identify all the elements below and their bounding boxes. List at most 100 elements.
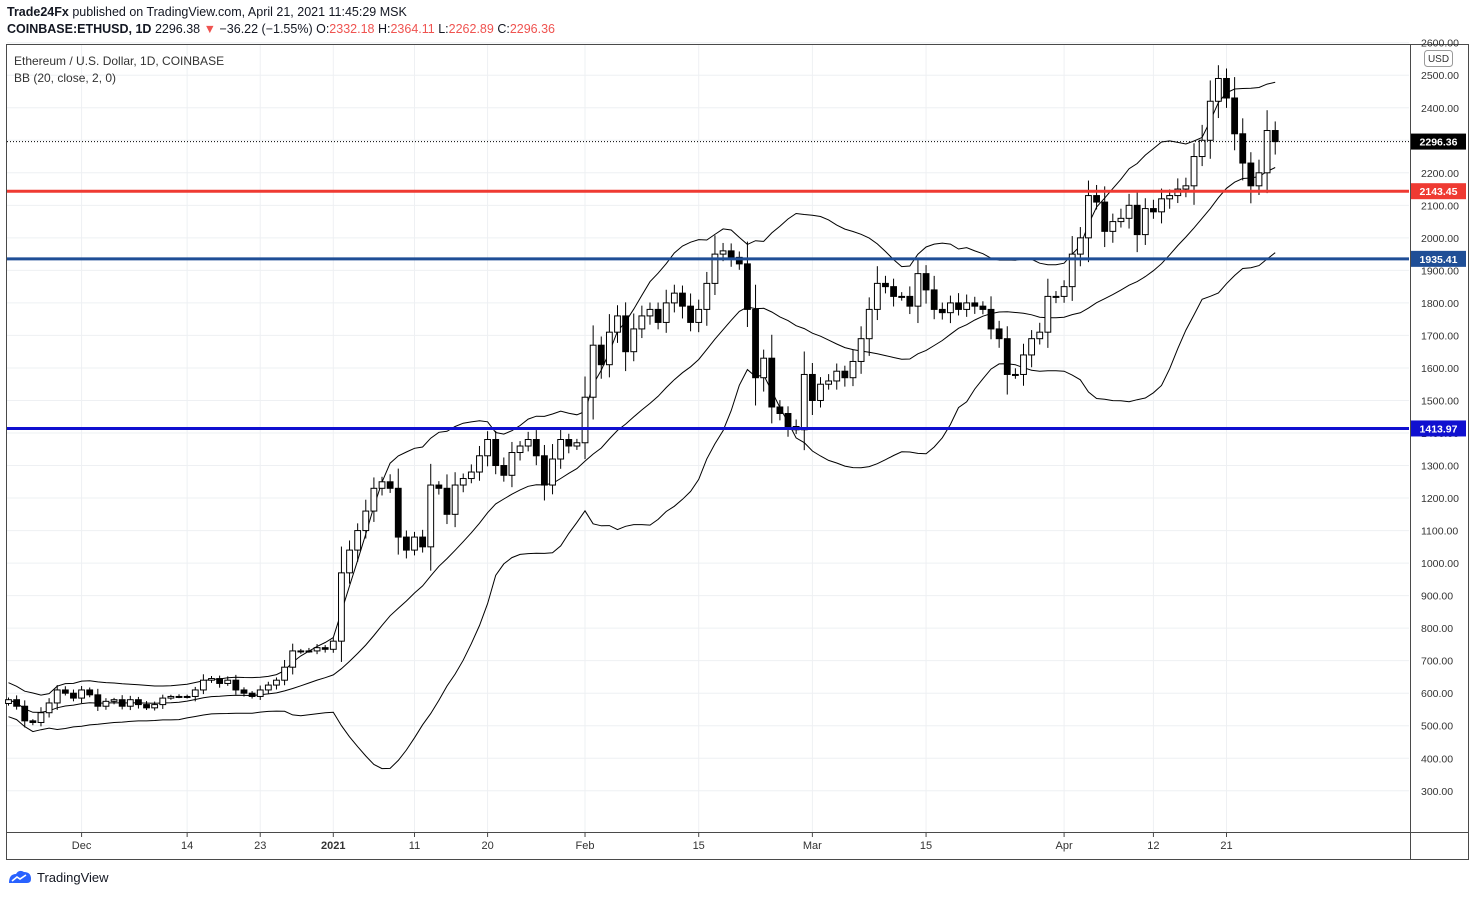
horizontal-levels[interactable] (7, 141, 1409, 430)
candle-body (898, 295, 906, 298)
grid (7, 42, 1409, 832)
candle-body (86, 689, 94, 696)
bb-lower-line (8, 252, 1276, 770)
candle-body (1239, 133, 1247, 164)
time-tick-label: 11 (409, 840, 420, 852)
candle-body (305, 650, 313, 653)
candle-body (776, 406, 784, 414)
candle-body (1231, 97, 1239, 135)
last-price-label: 2296.36 (1420, 137, 1458, 149)
price-axis[interactable]: 300.00 400.00 500.00 600.00 700.00 800.00 900.… (1421, 38, 1459, 798)
candle-body (890, 286, 897, 297)
candle-body (679, 292, 686, 307)
symbol-label[interactable]: COINBASE:ETHUSD, 1D (7, 22, 152, 36)
close-label: C: (497, 22, 510, 36)
candle-body (224, 679, 232, 684)
candle-body (492, 439, 500, 467)
candle-body (102, 700, 110, 707)
candles[interactable] (5, 65, 1279, 728)
price-tick-label: 1900.00 (1421, 265, 1459, 277)
candle-body (386, 481, 394, 489)
price-tick-label: 2000.00 (1421, 233, 1459, 245)
candle-body (1093, 195, 1100, 203)
candle-body (882, 282, 889, 288)
candle-body (987, 308, 995, 330)
level-1414-label: 1413.97 (1420, 423, 1458, 435)
candle-body (508, 452, 516, 476)
candle-body (1214, 77, 1222, 102)
candle-body (1044, 295, 1052, 333)
candle-body (930, 289, 938, 310)
candle-body (1255, 172, 1263, 187)
candle-body (175, 695, 183, 698)
candle-body (1028, 338, 1036, 356)
candle-body (151, 704, 159, 709)
candle-body (841, 370, 849, 379)
level-1935-label: 1935.41 (1420, 254, 1458, 266)
candle-body (784, 412, 792, 427)
price-tick-label: 2200.00 (1421, 168, 1459, 180)
published-text: published on TradingView.com, April 21, … (72, 5, 407, 19)
candle-body (589, 344, 597, 398)
candle-body (833, 370, 841, 382)
candle-body (597, 344, 605, 366)
candle-body (760, 357, 768, 379)
candle-body (1271, 130, 1279, 143)
candle-body (29, 720, 37, 723)
open-label: O: (316, 22, 330, 36)
candle-body (1247, 162, 1255, 187)
high-value: 2364.11 (390, 22, 435, 36)
open-value: 2332.18 (329, 22, 375, 36)
candle-body (208, 678, 215, 681)
candle-body (1052, 295, 1060, 298)
candle-body (1101, 201, 1109, 232)
candle-body (435, 484, 443, 489)
low-value: 2262.89 (448, 22, 494, 36)
candle-body (240, 689, 248, 694)
candle-body (248, 692, 256, 697)
candle-body (232, 679, 240, 691)
candle-body (167, 695, 175, 699)
time-tick-label: 15 (693, 840, 705, 852)
candle-body (817, 383, 824, 401)
candle-body (1158, 198, 1165, 213)
candle-body (922, 273, 930, 291)
price-tick-label: 600.00 (1421, 688, 1453, 700)
time-tick-label: 20 (481, 840, 493, 852)
legend-indicator: BB (20, close, 2, 0) (14, 71, 116, 85)
candle-body (727, 250, 735, 258)
candle-body (338, 572, 345, 642)
candle-body (37, 712, 45, 723)
price-labels: 2143.45 1935.41 1413.97 2296.36 (1411, 133, 1466, 437)
tradingview-logo-icon (9, 870, 31, 883)
candle-body (1085, 195, 1092, 239)
time-tick-label: Feb (576, 840, 595, 852)
candle-body (1011, 373, 1019, 376)
candle-body (549, 458, 556, 486)
price-tick-label: 1200.00 (1421, 493, 1459, 505)
candle-body (516, 445, 524, 454)
candle-body (914, 273, 922, 307)
currency-badge[interactable] (1424, 50, 1453, 67)
time-axis[interactable]: Dec 14 23 2021 11 20 Feb 15 Mar 15 Apr 12 21 (72, 833, 1233, 852)
candle-body (143, 704, 150, 709)
candle-body (565, 439, 573, 447)
time-tick-label: Apr (1056, 840, 1073, 852)
footer-brand[interactable]: TradingView (7, 869, 109, 885)
candle-body (979, 305, 987, 310)
candle-body (354, 530, 362, 551)
candle-body (459, 478, 467, 486)
candle-body (159, 697, 167, 706)
candle-body (378, 481, 386, 489)
time-tick-label: Mar (803, 840, 822, 852)
candle-body (1117, 217, 1125, 223)
price-tick-label: 700.00 (1421, 656, 1453, 668)
candle-body (476, 455, 483, 473)
price-tick-label: 500.00 (1421, 721, 1453, 733)
candle-body (297, 650, 305, 653)
candle-body (1198, 139, 1206, 158)
author-name[interactable]: Trade24Fx (7, 5, 69, 19)
footer-brand-label: TradingView (37, 869, 109, 885)
candle-body (394, 487, 402, 538)
